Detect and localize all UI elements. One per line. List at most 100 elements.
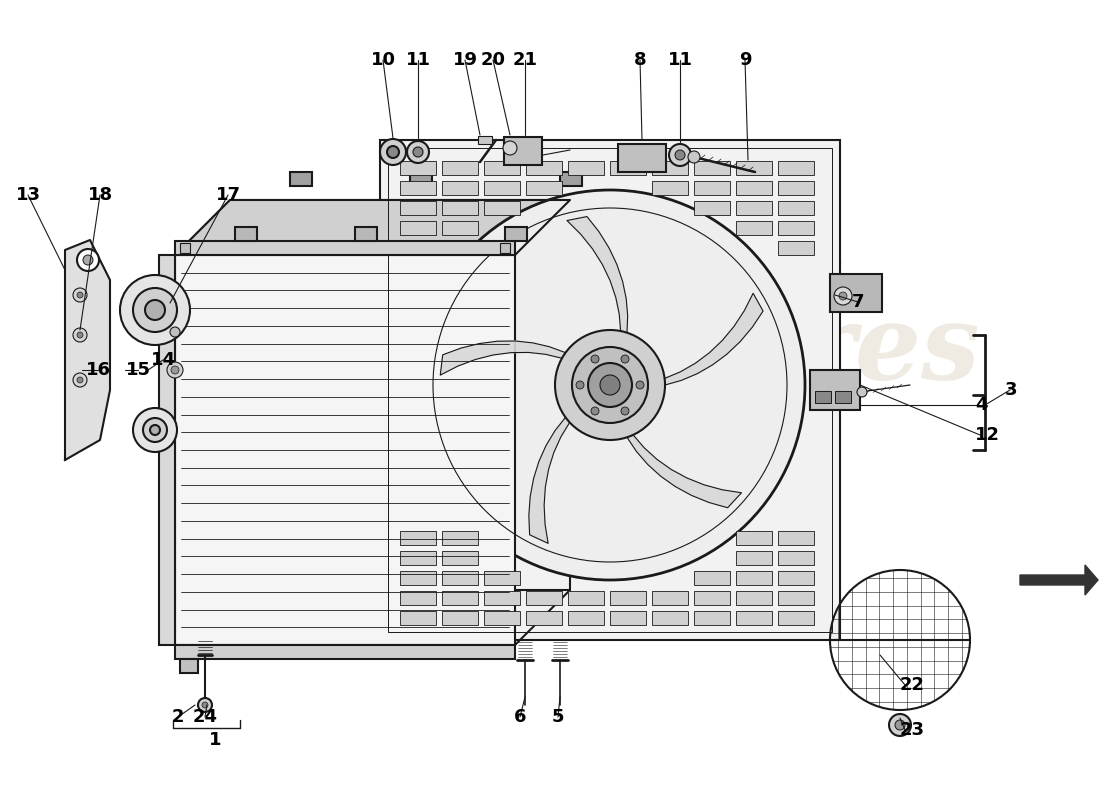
Circle shape	[839, 292, 847, 300]
Circle shape	[170, 366, 179, 374]
Circle shape	[379, 139, 406, 165]
Text: 24: 24	[192, 708, 218, 726]
Text: 12: 12	[975, 426, 1000, 444]
Circle shape	[600, 375, 620, 395]
Bar	[736, 221, 772, 235]
Bar	[778, 611, 814, 625]
Circle shape	[150, 425, 160, 435]
Bar	[442, 531, 478, 545]
Polygon shape	[627, 435, 741, 508]
Bar	[652, 161, 688, 175]
Bar	[736, 571, 772, 585]
Circle shape	[621, 407, 629, 415]
Bar	[505, 227, 527, 241]
Text: 20: 20	[481, 51, 506, 69]
Bar	[175, 645, 515, 659]
Text: el: el	[740, 260, 846, 362]
Circle shape	[857, 387, 867, 397]
Text: 13: 13	[15, 186, 41, 204]
Bar	[400, 611, 436, 625]
Polygon shape	[529, 418, 570, 543]
Circle shape	[120, 275, 190, 345]
Text: 6: 6	[514, 708, 526, 726]
Circle shape	[387, 146, 399, 158]
Text: 7: 7	[851, 293, 865, 311]
Bar	[290, 172, 312, 186]
Circle shape	[675, 150, 685, 160]
Text: res: res	[800, 300, 980, 402]
Circle shape	[77, 249, 99, 271]
Text: a passion for: a passion for	[550, 434, 694, 484]
Polygon shape	[566, 217, 628, 333]
Bar	[694, 611, 730, 625]
Bar	[160, 255, 175, 645]
Circle shape	[503, 141, 517, 155]
Bar	[484, 591, 520, 605]
Bar	[175, 255, 515, 645]
Bar	[478, 136, 492, 144]
Bar	[526, 611, 562, 625]
Polygon shape	[440, 341, 565, 375]
Bar	[235, 227, 257, 241]
Circle shape	[688, 151, 700, 163]
Text: 15: 15	[125, 361, 151, 379]
Bar	[778, 591, 814, 605]
Circle shape	[77, 292, 82, 298]
Bar	[652, 611, 688, 625]
Bar	[736, 161, 772, 175]
Bar	[410, 172, 432, 186]
Bar	[778, 241, 814, 255]
Text: 14: 14	[151, 351, 176, 369]
Text: 21: 21	[513, 51, 538, 69]
Text: 11: 11	[668, 51, 693, 69]
Circle shape	[167, 362, 183, 378]
Text: since 1985: since 1985	[550, 452, 704, 511]
Circle shape	[77, 377, 82, 383]
Bar	[180, 659, 198, 673]
Bar	[694, 571, 730, 585]
Bar	[778, 571, 814, 585]
Bar	[778, 221, 814, 235]
Bar	[400, 181, 436, 195]
Polygon shape	[664, 294, 763, 385]
Bar	[652, 591, 688, 605]
Bar	[610, 591, 646, 605]
Text: 5: 5	[552, 708, 564, 726]
Circle shape	[73, 288, 87, 302]
Circle shape	[73, 373, 87, 387]
Circle shape	[636, 381, 644, 389]
Circle shape	[415, 190, 805, 580]
Text: 17: 17	[216, 186, 241, 204]
Bar	[778, 181, 814, 195]
Bar	[442, 201, 478, 215]
Bar	[484, 161, 520, 175]
Circle shape	[588, 363, 632, 407]
Circle shape	[834, 287, 852, 305]
Bar	[400, 201, 436, 215]
Circle shape	[198, 698, 212, 712]
Circle shape	[133, 408, 177, 452]
Bar	[442, 221, 478, 235]
Bar	[694, 201, 730, 215]
Bar	[400, 531, 436, 545]
Bar	[388, 148, 832, 632]
Polygon shape	[65, 240, 110, 460]
Bar	[568, 161, 604, 175]
Circle shape	[143, 418, 167, 442]
Bar	[560, 172, 582, 186]
Bar	[526, 591, 562, 605]
Bar	[484, 571, 520, 585]
Bar	[484, 201, 520, 215]
Text: 16: 16	[86, 361, 110, 379]
Circle shape	[145, 300, 165, 320]
Circle shape	[889, 714, 911, 736]
Bar	[736, 201, 772, 215]
Circle shape	[133, 288, 177, 332]
Bar	[500, 243, 510, 253]
Bar	[568, 611, 604, 625]
Text: 11: 11	[406, 51, 430, 69]
Bar	[526, 181, 562, 195]
Circle shape	[202, 702, 208, 708]
Bar	[568, 591, 604, 605]
Bar	[736, 531, 772, 545]
